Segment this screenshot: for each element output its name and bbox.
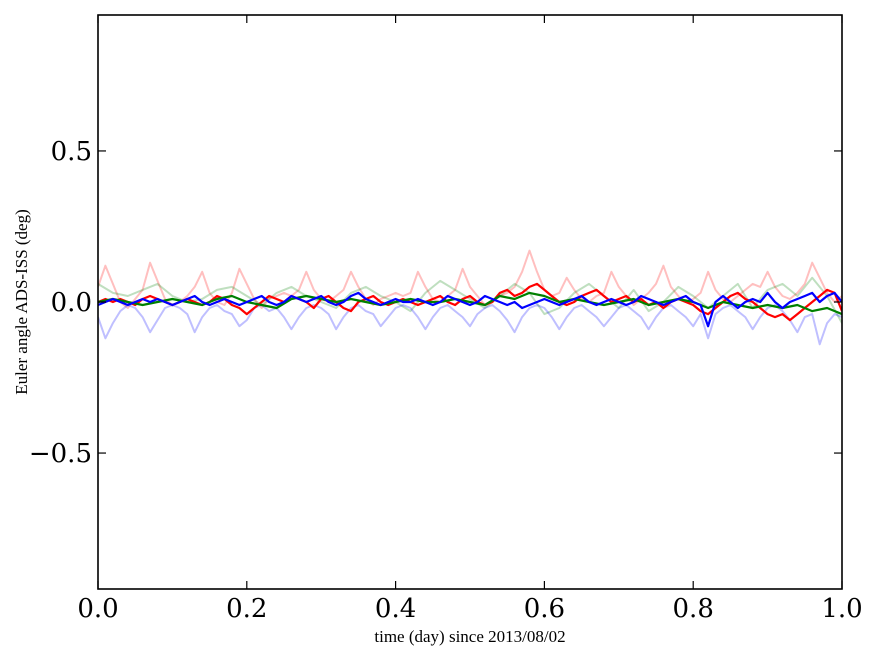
series-line-6 xyxy=(98,291,842,328)
x-tick-label: 0.0 xyxy=(77,594,118,624)
y-tick-label: 0.0 xyxy=(51,288,92,318)
y-axis-label: Euler angle ADS-ISS (deg) xyxy=(12,209,31,395)
y-tick-label: −0.5 xyxy=(29,439,92,469)
x-tick-label: 0.6 xyxy=(524,594,565,624)
ticks-layer xyxy=(97,15,843,589)
y-tick-label: 0.5 xyxy=(51,137,92,167)
x-tick-label: 0.4 xyxy=(375,594,416,624)
x-axis-label: time (day) since 2013/08/02 xyxy=(374,627,565,646)
x-tick-label: 1.0 xyxy=(821,594,862,624)
series-layer xyxy=(98,249,842,346)
series-line-1 xyxy=(98,249,842,309)
x-tick-label: 0.2 xyxy=(226,594,267,624)
series-line-3 xyxy=(98,304,842,346)
series-line-5 xyxy=(98,291,842,316)
x-tick-label: 0.8 xyxy=(673,594,714,624)
tick-labels-layer: 0.0 0.2 0.4 0.6 0.8 1.0 −0.5 0.0 0.5 xyxy=(29,137,863,624)
